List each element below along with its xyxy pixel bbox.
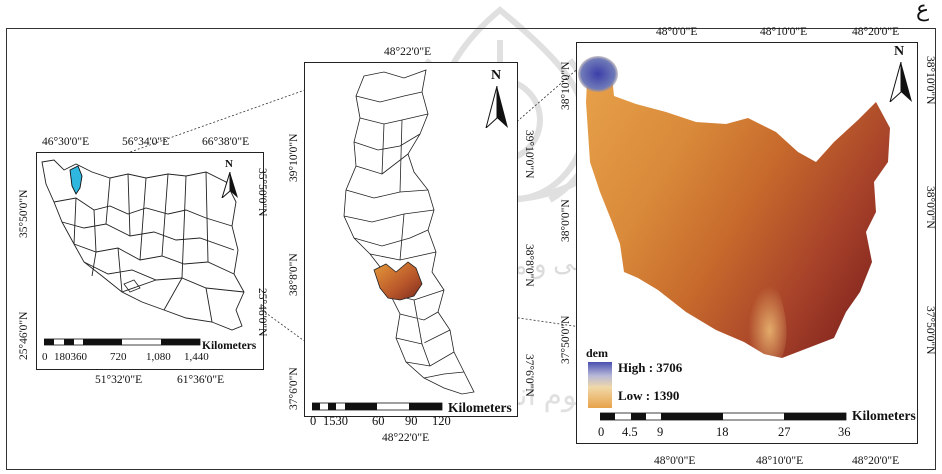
panel1-scale-tick-2: 180360 xyxy=(54,351,87,363)
panel2-scale-tick-5: 120 xyxy=(432,414,451,428)
north-arrow-icon xyxy=(485,86,508,128)
dem-map xyxy=(578,56,890,358)
panel3-bottom-coord-3: 48°20'0"E xyxy=(852,455,900,467)
panel3-left-coord-2: 38°0'0"N xyxy=(560,199,572,242)
panel1-top-coord-2: 56°34'0"E xyxy=(122,136,170,148)
legend-high: High : 3706 xyxy=(618,360,683,375)
panel3-north-arrow: N xyxy=(888,44,914,102)
panel1-scale-tick-1: 0 xyxy=(42,351,48,363)
panel3-right-coord-2: 38°0'0"N xyxy=(924,186,936,229)
panel2-top-coord-1: 48°22'0"E xyxy=(384,46,432,58)
dem-high-zone xyxy=(578,56,618,92)
panel3-bottom-coord-1: 48°0'0"E xyxy=(654,455,696,467)
panel2-bottom-coord-1: 48°22'0"E xyxy=(382,432,430,444)
panel1-left-coord-1: 35°50'0"N xyxy=(18,189,30,238)
panel3-right-coord-3: 37°50'0"N xyxy=(924,306,936,355)
corner-glyph: ع xyxy=(916,0,930,21)
panel2-scale-tick-4: 90 xyxy=(405,414,418,428)
legend-low: Low : 1390 xyxy=(618,388,680,403)
panel1-north-arrow: N xyxy=(220,158,240,198)
panel1-scale-tick-4: 1,080 xyxy=(146,351,171,363)
study-area-inset xyxy=(373,261,423,301)
province-map xyxy=(343,69,475,395)
panel3-scale-tick-2: 4.5 xyxy=(622,425,638,439)
north-label: N xyxy=(225,158,233,170)
panel3-top-coord-3: 48°20'0"E xyxy=(852,26,900,38)
legend-color-ramp xyxy=(588,362,612,408)
panel3-scale-tick-6: 36 xyxy=(838,425,851,439)
panel2-scale-title: Kilometers xyxy=(448,400,512,415)
panel3-top-coord-2: 48°10'0"E xyxy=(760,26,808,38)
legend-title: dem xyxy=(586,346,608,360)
panel1-bottom-coord-1: 51°32'0"E xyxy=(95,374,143,386)
panel2-scale-tick-1: 0 xyxy=(310,414,317,428)
panel3-scale-tick-3: 9 xyxy=(657,425,664,439)
north-arrow-icon xyxy=(889,62,912,102)
north-label: N xyxy=(491,68,502,83)
study-area-highlight xyxy=(69,165,83,195)
panel1-bottom-coord-2: 61°36'0"E xyxy=(177,374,225,386)
panel2-right-coord-1: 39°10'0"N xyxy=(523,130,535,179)
panel3-right-coord-1: 38°10'0"N xyxy=(924,56,936,105)
iran-outline xyxy=(41,159,245,331)
panel3-scale-tick-4: 18 xyxy=(716,425,729,439)
panel1-scale-tick-3: 720 xyxy=(110,351,127,363)
dem-basin-shape xyxy=(586,62,890,358)
panel3-top-coord-1: 48°0'0"E xyxy=(656,26,698,38)
panel3-left-coord-3: 37°50'0"N xyxy=(560,315,572,364)
panel2-left-coord-3: 37°6'0"N xyxy=(288,367,300,410)
panel1-top-coord-3: 66°38'0"E xyxy=(202,136,250,148)
panel2-left-coord-1: 39°10'0"N xyxy=(288,133,300,182)
panel2-north-arrow: N xyxy=(484,68,510,130)
iran-map xyxy=(41,159,245,331)
panel2-left-coord-2: 38°8'0"N xyxy=(288,253,300,296)
panel1-scale-bar xyxy=(44,338,201,346)
panel2-right-coord-2: 38°8'0"N xyxy=(523,244,535,287)
panel2-right-coord-3: 37°6'0"N xyxy=(523,354,535,397)
north-arrow-icon xyxy=(221,172,238,198)
panel3-scale-title: Kilometers xyxy=(852,408,916,423)
panel1-left-coord-2: 25°46'0"N xyxy=(18,311,30,360)
panel3-scale-bar xyxy=(600,412,847,421)
panel2-scale-bar xyxy=(312,402,443,411)
panel1-scale-tick-5: 1,440 xyxy=(184,351,209,363)
panel3-left-coord-1: 38°10'0"N xyxy=(560,61,572,110)
north-label: N xyxy=(894,44,905,59)
panel2-scale-tick-2: 1530 xyxy=(323,414,348,428)
panel3-bottom-coord-2: 48°10'0"E xyxy=(756,455,804,467)
panel3-scale-tick-1: 0 xyxy=(598,425,605,439)
panel1-top-coord-1: 46°30'0"E xyxy=(42,136,90,148)
panel2-scale-tick-3: 60 xyxy=(372,414,385,428)
panel3-scale-tick-5: 27 xyxy=(778,425,791,439)
panel1-scale-title: Kilometers xyxy=(202,340,257,352)
